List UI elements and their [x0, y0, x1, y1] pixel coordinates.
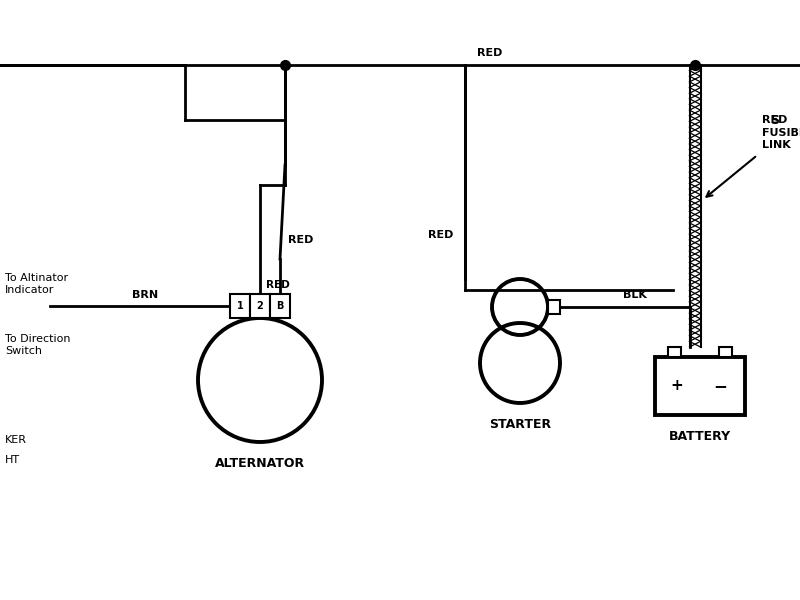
Bar [230, 294, 250, 318]
Text: 1: 1 [237, 301, 243, 311]
Text: RED: RED [428, 230, 453, 240]
Bar [250, 294, 270, 318]
Bar [719, 347, 732, 357]
Text: +: + [670, 379, 683, 394]
Text: BRN: BRN [132, 290, 158, 300]
Text: KER: KER [5, 435, 27, 445]
Text: To Direction
Switch: To Direction Switch [5, 334, 70, 356]
Text: RED: RED [266, 280, 290, 290]
Text: RED
FUSIBLE
LINK: RED FUSIBLE LINK [762, 115, 800, 150]
Text: B: B [276, 301, 284, 311]
Bar [548, 300, 560, 314]
Text: 2: 2 [257, 301, 263, 311]
Bar [270, 294, 290, 318]
Bar [668, 347, 681, 357]
Text: BATTERY: BATTERY [669, 430, 731, 443]
Text: S: S [770, 113, 779, 127]
Text: ALTERNATOR: ALTERNATOR [215, 457, 305, 470]
Text: To Altinator
Indicator: To Altinator Indicator [5, 273, 68, 295]
Text: RED: RED [288, 235, 314, 245]
Text: RED: RED [478, 48, 502, 58]
Text: BLK: BLK [623, 290, 646, 300]
Text: STARTER: STARTER [489, 418, 551, 431]
Bar [655, 357, 745, 415]
Text: HT: HT [5, 455, 20, 465]
Text: −: − [713, 377, 727, 395]
